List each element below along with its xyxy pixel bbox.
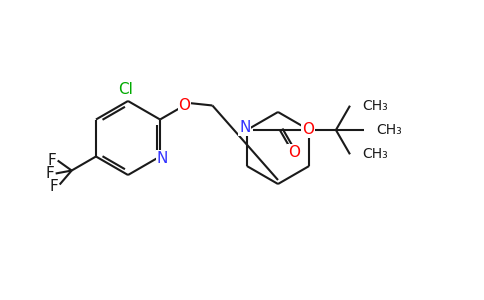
Text: F: F <box>45 166 54 181</box>
Text: O: O <box>178 98 190 113</box>
Text: CH₃: CH₃ <box>376 123 402 137</box>
Text: CH₃: CH₃ <box>362 99 388 113</box>
Text: CH₃: CH₃ <box>362 147 388 161</box>
Text: O: O <box>288 145 300 160</box>
Text: Cl: Cl <box>119 82 134 98</box>
Text: F: F <box>47 153 56 168</box>
Text: F: F <box>49 179 58 194</box>
Text: N: N <box>156 151 168 166</box>
Text: N: N <box>239 121 251 136</box>
Text: O: O <box>302 122 314 137</box>
